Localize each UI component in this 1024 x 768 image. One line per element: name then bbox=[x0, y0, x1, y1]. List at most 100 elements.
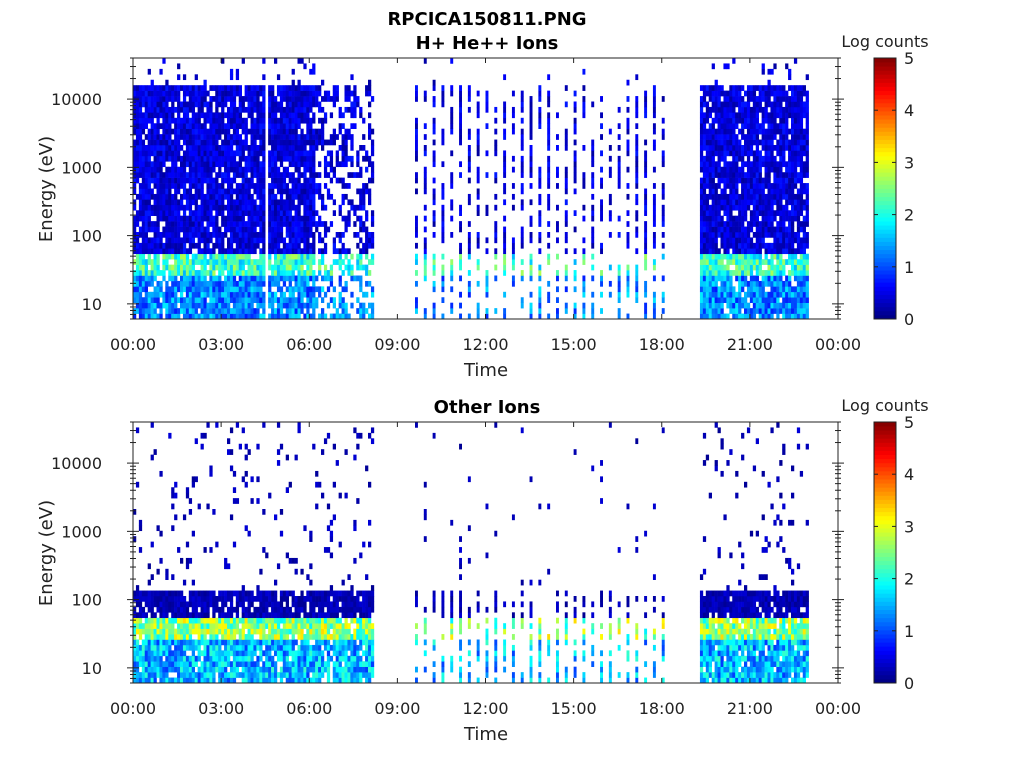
heatmap-cell bbox=[503, 264, 507, 271]
heatmap-cell bbox=[271, 275, 275, 282]
heatmap-cell bbox=[221, 253, 225, 260]
heatmap-cell bbox=[218, 101, 222, 108]
heatmap-cell bbox=[741, 286, 745, 293]
heatmap-cell bbox=[338, 253, 342, 260]
heatmap-cell bbox=[203, 128, 207, 135]
heatmap-cell bbox=[209, 188, 213, 195]
heatmap-cell bbox=[785, 117, 789, 124]
heatmap-cell bbox=[738, 155, 742, 162]
heatmap-cell bbox=[294, 177, 298, 184]
heatmap-cell bbox=[271, 210, 275, 216]
heatmap-cell bbox=[538, 117, 542, 124]
heatmap-cell bbox=[635, 177, 639, 184]
heatmap-cell bbox=[271, 134, 275, 140]
heatmap-cell bbox=[188, 123, 193, 129]
heatmap-cell bbox=[185, 264, 190, 271]
heatmap-cell bbox=[720, 150, 724, 157]
heatmap-cell bbox=[259, 166, 263, 173]
heatmap-cell bbox=[247, 242, 251, 249]
heatmap-cell bbox=[788, 188, 792, 195]
heatmap-cell bbox=[635, 215, 639, 222]
heatmap-cell bbox=[159, 96, 163, 102]
heatmap-cell bbox=[720, 101, 724, 108]
heatmap-cell bbox=[274, 232, 278, 238]
heatmap-cell bbox=[253, 150, 257, 157]
heatmap-cell bbox=[321, 308, 325, 314]
heatmap-cell bbox=[197, 112, 201, 119]
heatmap-cell bbox=[573, 270, 577, 276]
heatmap-cell bbox=[224, 161, 228, 168]
heatmap-cell bbox=[520, 117, 524, 124]
heatmap-cell bbox=[547, 128, 551, 135]
heatmap-cell bbox=[247, 297, 251, 303]
heatmap-cell bbox=[755, 215, 759, 222]
heatmap-cell bbox=[141, 210, 146, 216]
heatmap-cell bbox=[415, 215, 418, 222]
heatmap-cell bbox=[297, 123, 301, 129]
heatmap-cell bbox=[218, 112, 222, 119]
heatmap-cell bbox=[168, 134, 172, 140]
heatmap-cell bbox=[761, 286, 765, 293]
heatmap-cell bbox=[370, 128, 375, 135]
heatmap-cell bbox=[738, 96, 742, 102]
heatmap-cell bbox=[494, 177, 498, 184]
heatmap-cell bbox=[282, 139, 287, 146]
heatmap-cell bbox=[221, 177, 225, 184]
heatmap-cell bbox=[661, 221, 665, 227]
heatmap-cell bbox=[224, 188, 228, 195]
heatmap-cell bbox=[138, 145, 143, 151]
heatmap-cell bbox=[608, 128, 612, 135]
heatmap-cell bbox=[711, 101, 715, 108]
heatmap-cell bbox=[323, 139, 328, 146]
heatmap-cell bbox=[218, 128, 222, 135]
heatmap-cell bbox=[459, 204, 462, 211]
heatmap-cell bbox=[197, 237, 201, 244]
heatmap-cell bbox=[227, 264, 231, 271]
heatmap-cell bbox=[185, 226, 190, 233]
heatmap-cell bbox=[717, 204, 721, 211]
heatmap-cell bbox=[271, 161, 275, 168]
heatmap-cell bbox=[705, 106, 710, 113]
heatmap-cell bbox=[147, 68, 151, 75]
heatmap-cell bbox=[802, 85, 806, 91]
heatmap-cell bbox=[744, 313, 748, 320]
heatmap-cell bbox=[191, 177, 195, 184]
heatmap-cell bbox=[321, 123, 325, 129]
heatmap-cell bbox=[720, 145, 724, 151]
heatmap-cell bbox=[229, 313, 234, 320]
heatmap-cell bbox=[726, 204, 730, 211]
heatmap-cell bbox=[338, 123, 342, 129]
heatmap-cell bbox=[200, 313, 204, 320]
heatmap-cell bbox=[238, 139, 242, 146]
heatmap-cell bbox=[356, 155, 360, 162]
heatmap-cell bbox=[227, 204, 231, 211]
heatmap-cell bbox=[720, 286, 724, 293]
heatmap-cell bbox=[723, 166, 727, 173]
heatmap-cell bbox=[244, 242, 248, 249]
heatmap-cell bbox=[755, 155, 759, 162]
heatmap-cell bbox=[573, 123, 577, 129]
heatmap-cell bbox=[582, 183, 586, 189]
heatmap-cell bbox=[773, 123, 777, 129]
heatmap-cell bbox=[423, 204, 427, 211]
heatmap-cell bbox=[262, 232, 266, 238]
heatmap-cell bbox=[144, 85, 148, 91]
heatmap-cell bbox=[244, 134, 248, 140]
heatmap-cell bbox=[699, 139, 704, 146]
heatmap-cell bbox=[547, 123, 551, 129]
heatmap-cell bbox=[776, 259, 780, 265]
heatmap-cell bbox=[741, 123, 745, 129]
heatmap-cell bbox=[162, 259, 166, 265]
heatmap-cell bbox=[171, 215, 175, 222]
heatmap-cell bbox=[274, 117, 278, 124]
heatmap-cell bbox=[547, 74, 551, 81]
heatmap-cell bbox=[209, 183, 213, 189]
heatmap-cell bbox=[746, 90, 751, 97]
heatmap-cell bbox=[802, 90, 806, 97]
heatmap-cell bbox=[341, 177, 345, 184]
heatmap-cell bbox=[749, 123, 754, 129]
heatmap-cell bbox=[791, 117, 795, 124]
heatmap-cell bbox=[644, 226, 648, 233]
heatmap-cell bbox=[218, 199, 222, 206]
heatmap-cell bbox=[432, 221, 436, 227]
